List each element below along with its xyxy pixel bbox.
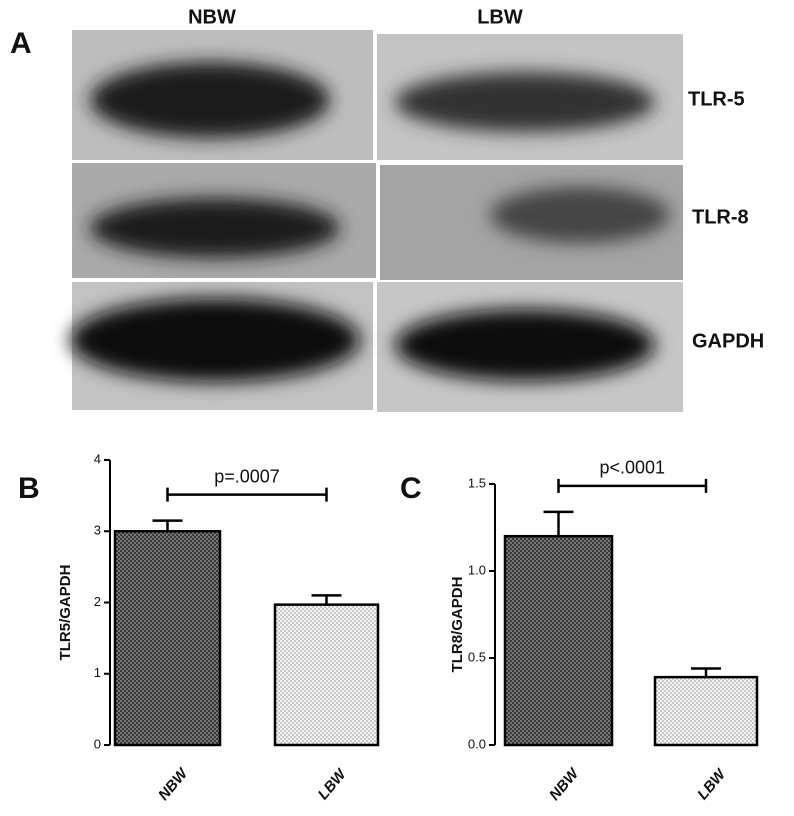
annotation: p=.0007 — [214, 466, 280, 486]
blot-band — [395, 309, 655, 381]
panel-label: B — [18, 472, 40, 505]
y-tick-label: 4 — [94, 451, 101, 466]
x-tick-label: LBW — [315, 765, 351, 804]
blot-row-label: GAPDH — [692, 330, 764, 352]
x-tick-label: NBW — [546, 764, 583, 804]
bar — [273, 603, 380, 747]
x-tick-label: LBW — [694, 765, 730, 804]
bar — [113, 530, 222, 747]
blot-row-label: TLR-5 — [688, 88, 745, 110]
x-tick-label: NBW — [155, 764, 192, 804]
blot-band — [490, 187, 670, 243]
y-tick-label: 3 — [94, 523, 101, 538]
y-tick-label: 1 — [94, 665, 101, 680]
y-axis-label: TLR8/GAPDH — [449, 577, 466, 673]
y-tick-label: 1.0 — [468, 562, 486, 577]
significance-bracket — [557, 478, 708, 493]
blot-band — [70, 298, 360, 382]
blot-column-label: NBW — [188, 6, 236, 28]
blot-column-label: LBW — [477, 6, 523, 28]
panel-label: C — [400, 472, 422, 505]
y-tick-label: 0.0 — [468, 736, 486, 751]
bar — [653, 675, 759, 747]
y-tick-label: 0.5 — [468, 649, 486, 664]
panel-label: A — [10, 27, 32, 60]
annotation: p<.0001 — [599, 458, 665, 478]
significance-bracket — [166, 487, 328, 502]
blot-row-label: TLR-8 — [692, 206, 749, 228]
blot-band — [90, 62, 330, 138]
y-tick-label: 1.5 — [468, 475, 486, 490]
bar — [503, 534, 614, 747]
y-tick-label: 0 — [94, 736, 101, 751]
blot-band — [90, 198, 340, 258]
blot-band — [395, 72, 655, 132]
y-axis-label: TLR5/GAPDH — [57, 565, 74, 661]
blot-images — [70, 30, 683, 412]
y-tick-label: 2 — [94, 594, 101, 609]
